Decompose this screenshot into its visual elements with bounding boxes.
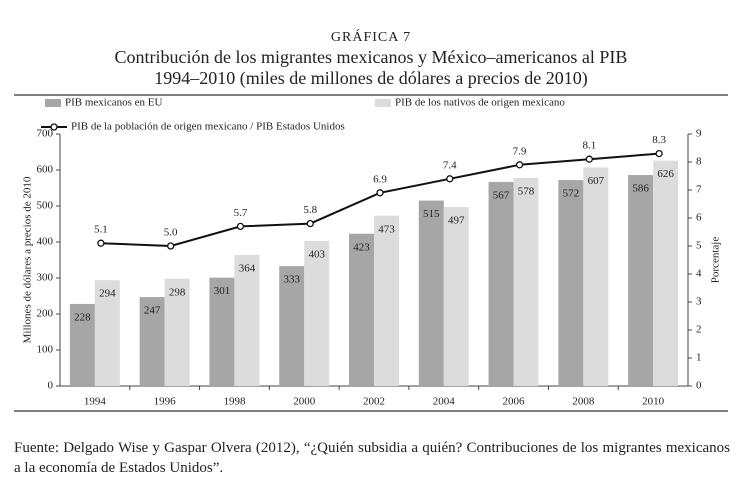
y2-tick-label: 7 bbox=[696, 184, 702, 196]
line-point bbox=[306, 219, 314, 228]
x-tick-label: 2010 bbox=[642, 396, 665, 408]
legend-label: PIB de los nativos de origen mexicano bbox=[395, 97, 565, 109]
line-value-label: 5.0 bbox=[164, 227, 178, 239]
bar bbox=[209, 277, 235, 386]
bar-value-label: 567 bbox=[493, 189, 510, 201]
bar bbox=[628, 175, 654, 386]
legend-marker bbox=[50, 123, 58, 131]
bar bbox=[279, 266, 305, 386]
x-tick-label: 1996 bbox=[154, 396, 177, 408]
y2-tick-label: 8 bbox=[696, 156, 702, 168]
bar bbox=[234, 254, 260, 386]
figure-label: GRÁFICA 7 bbox=[331, 28, 411, 45]
y-tick-label: 0 bbox=[48, 380, 54, 392]
bar-value-label: 586 bbox=[632, 183, 649, 195]
y-tick-label: 400 bbox=[37, 236, 54, 248]
y2-axis-label: Porcentaje bbox=[710, 237, 722, 284]
bar-value-label: 515 bbox=[423, 208, 440, 220]
y2-tick-label: 9 bbox=[696, 128, 702, 140]
bar-value-label: 403 bbox=[308, 248, 325, 260]
bar bbox=[139, 297, 165, 386]
y2-tick-label: 6 bbox=[696, 212, 702, 224]
legend-swatch bbox=[375, 99, 391, 107]
bar-value-label: 298 bbox=[169, 286, 186, 298]
bar bbox=[418, 200, 444, 386]
y-tick-label: 600 bbox=[37, 164, 54, 176]
x-tick-label: 2006 bbox=[503, 396, 526, 408]
bar-value-label: 626 bbox=[657, 168, 674, 180]
x-tick-label: 2004 bbox=[433, 396, 456, 408]
bar-value-label: 578 bbox=[518, 185, 535, 197]
line-value-label: 7.9 bbox=[513, 145, 527, 157]
y-tick-label: 500 bbox=[37, 200, 54, 212]
y-tick-label: 200 bbox=[37, 308, 54, 320]
line-value-label: 5.8 bbox=[303, 204, 317, 216]
bar-value-label: 572 bbox=[563, 188, 580, 200]
line-value-label: 6.9 bbox=[373, 173, 387, 185]
y-tick-label: 300 bbox=[37, 272, 54, 284]
line-point bbox=[446, 175, 454, 183]
bar bbox=[653, 160, 679, 386]
line-value-label: 8.1 bbox=[582, 140, 596, 152]
x-tick-label: 1994 bbox=[84, 396, 107, 408]
legend-swatch bbox=[45, 99, 61, 107]
line-point bbox=[167, 242, 175, 250]
line-value-label: 8.3 bbox=[652, 134, 666, 146]
y2-tick-label: 2 bbox=[696, 324, 702, 336]
x-tick-label: 2002 bbox=[363, 396, 385, 408]
y-tick-label: 100 bbox=[37, 344, 54, 356]
y2-tick-label: 3 bbox=[696, 296, 702, 308]
y-axis-label: Millones de dólares a precios de 2010 bbox=[22, 176, 34, 343]
y-tick-label: 700 bbox=[37, 128, 54, 140]
bar bbox=[374, 215, 399, 386]
bar bbox=[69, 303, 95, 386]
bar-value-label: 497 bbox=[448, 215, 465, 227]
bar bbox=[583, 167, 609, 386]
bar bbox=[558, 180, 584, 386]
x-tick-label: 2000 bbox=[293, 396, 316, 408]
line-point bbox=[515, 161, 524, 169]
bar bbox=[443, 207, 469, 386]
bar-value-label: 607 bbox=[588, 175, 605, 187]
bar bbox=[94, 280, 120, 386]
line-value-label: 5.1 bbox=[94, 224, 108, 236]
chart-subtitle: 1994–2010 (miles de millones de dólares … bbox=[154, 68, 587, 89]
bar-value-label: 228 bbox=[74, 311, 91, 323]
bar-value-label: 364 bbox=[239, 262, 256, 274]
chart-title: Contribución de los migrantes mexicanos … bbox=[115, 47, 628, 67]
y2-tick-label: 0 bbox=[696, 380, 702, 392]
bar-value-label: 473 bbox=[378, 223, 395, 235]
bar-value-label: 423 bbox=[353, 241, 370, 253]
bar bbox=[488, 181, 514, 386]
bar bbox=[164, 278, 190, 386]
legend-label: PIB mexicanos en EU bbox=[65, 97, 163, 109]
line-point bbox=[376, 189, 384, 197]
bar bbox=[349, 233, 374, 386]
x-tick-label: 1998 bbox=[223, 396, 246, 408]
bar bbox=[304, 240, 330, 386]
line-point bbox=[236, 222, 245, 231]
bar-value-label: 333 bbox=[283, 274, 300, 286]
chart: GRÁFICA 7 Contribución de los migrantes … bbox=[14, 28, 728, 412]
bar-value-label: 301 bbox=[214, 285, 231, 297]
line-point bbox=[585, 155, 593, 163]
bar bbox=[513, 177, 539, 386]
bar-value-label: 247 bbox=[144, 305, 161, 317]
line-point bbox=[655, 149, 663, 158]
y2-tick-label: 4 bbox=[696, 268, 702, 280]
bar-value-label: 294 bbox=[99, 288, 116, 300]
x-tick-label: 2008 bbox=[572, 396, 595, 408]
y2-tick-label: 1 bbox=[696, 352, 702, 364]
line-value-label: 7.4 bbox=[443, 159, 457, 171]
line-point bbox=[97, 239, 105, 247]
legend-label: PIB de la población de origen mexicano /… bbox=[71, 121, 345, 133]
y2-tick-label: 5 bbox=[696, 240, 702, 252]
source-note: Fuente: Delgado Wise y Gaspar Olvera (20… bbox=[14, 440, 730, 476]
line-value-label: 5.7 bbox=[234, 207, 248, 219]
